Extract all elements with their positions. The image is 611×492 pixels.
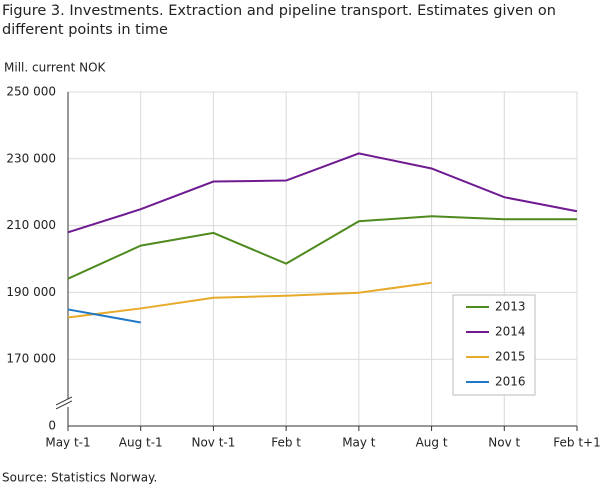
- series-line: [67, 308, 141, 324]
- x-tick-label: Nov t: [488, 436, 520, 450]
- legend-label: 2016: [495, 375, 526, 389]
- y-tick-label: 190 000: [6, 285, 56, 299]
- x-tick-label: Nov t-1: [191, 436, 235, 450]
- series-line: [67, 215, 577, 280]
- x-tick-label: Aug t-1: [119, 436, 163, 450]
- chart-title: Figure 3. Investments. Extraction and pi…: [2, 3, 556, 38]
- y-tick-label: 230 000: [6, 151, 56, 165]
- source: Source: Statistics Norway.: [2, 471, 157, 485]
- y-tick-label: 210 000: [6, 218, 56, 232]
- x-tick-label: Feb t: [271, 436, 301, 450]
- y-axis-label: Mill. current NOK: [4, 61, 107, 75]
- y-tick-label: 170 000: [6, 352, 56, 366]
- y-tick-label: 250 000: [6, 85, 56, 99]
- title-box: Figure 3. Investments. Extraction and pi…: [2, 3, 556, 38]
- series-line: [67, 152, 578, 234]
- legend-label: 2013: [495, 300, 526, 314]
- x-tick-label: May t-1: [45, 436, 90, 450]
- axis-break-gap: [56, 398, 72, 407]
- x-tick-label: Feb t+1: [553, 436, 600, 450]
- series-line: [67, 281, 432, 319]
- legend-label: 2014: [495, 325, 526, 339]
- x-tick-label: May t: [342, 436, 376, 450]
- axis-break: [55, 396, 73, 410]
- legend-label: 2015: [495, 350, 526, 364]
- y-tick-label: 0: [48, 419, 56, 433]
- x-tick-label: Aug t: [416, 436, 448, 450]
- legend-box: [452, 294, 536, 396]
